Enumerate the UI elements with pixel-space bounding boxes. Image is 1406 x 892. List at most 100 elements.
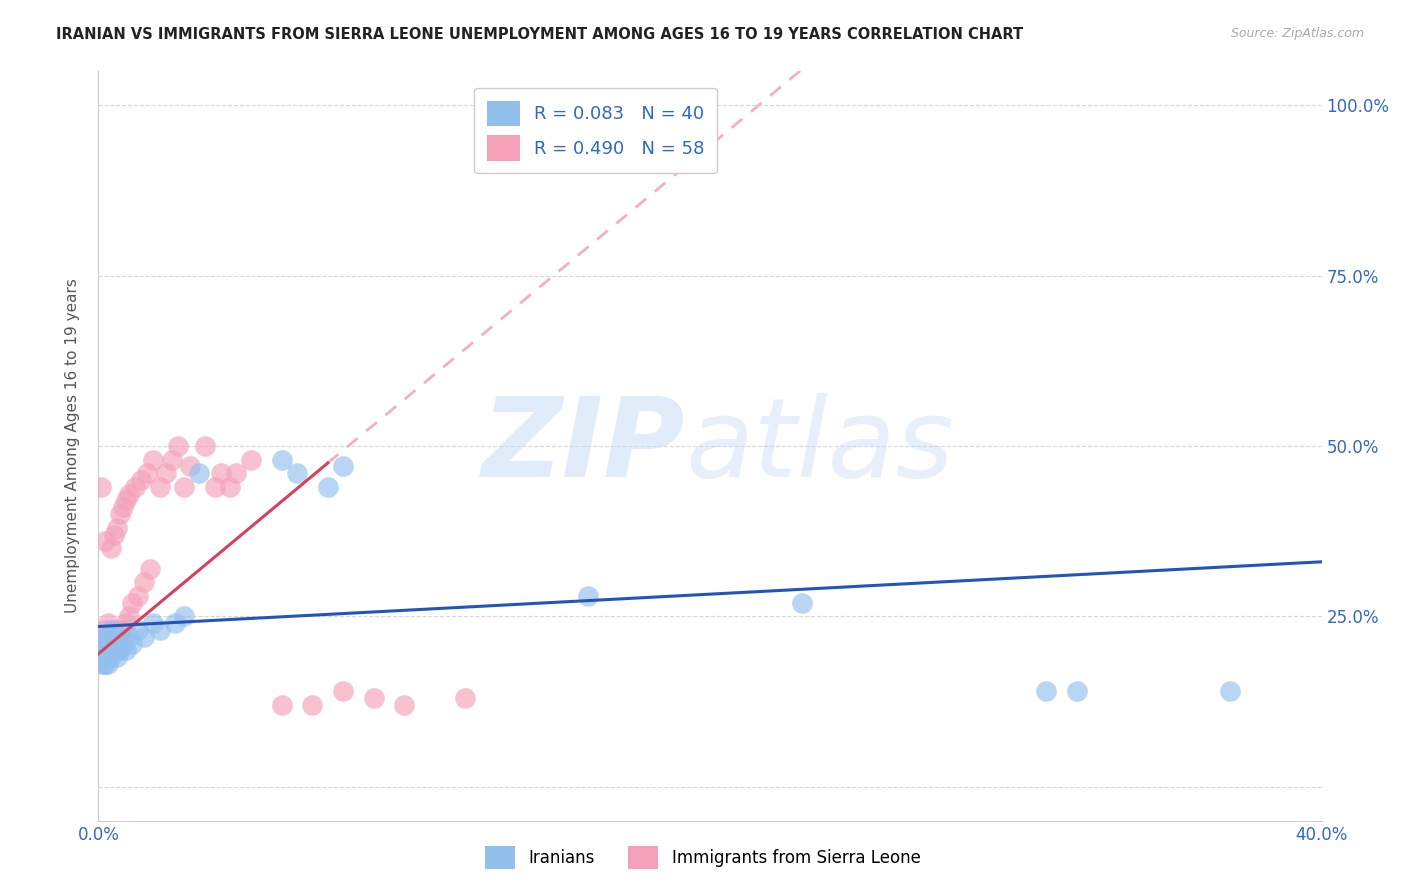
- Point: [363, 691, 385, 706]
- Point: [576, 589, 599, 603]
- Point: [103, 643, 125, 657]
- Point: [316, 480, 339, 494]
- Point: [240, 452, 263, 467]
- Point: [118, 609, 141, 624]
- Point: [270, 452, 292, 467]
- Point: [97, 636, 120, 650]
- Point: [127, 589, 149, 603]
- Point: [179, 459, 201, 474]
- Point: [105, 643, 128, 657]
- Point: [93, 657, 115, 671]
- Point: [93, 657, 115, 671]
- Point: [97, 630, 120, 644]
- Point: [90, 650, 112, 665]
- Point: [139, 561, 162, 575]
- Point: [97, 650, 120, 665]
- Point: [93, 630, 115, 644]
- Point: [173, 480, 195, 494]
- Point: [285, 467, 308, 481]
- Point: [149, 623, 172, 637]
- Legend: R = 0.083   N = 40, R = 0.490   N = 58: R = 0.083 N = 40, R = 0.490 N = 58: [474, 88, 717, 173]
- Point: [136, 467, 159, 481]
- Point: [149, 480, 172, 494]
- Point: [392, 698, 416, 712]
- Legend: Iranians, Immigrants from Sierra Leone: Iranians, Immigrants from Sierra Leone: [475, 836, 931, 880]
- Point: [103, 527, 125, 541]
- Point: [194, 439, 217, 453]
- Point: [105, 630, 128, 644]
- Point: [90, 630, 112, 644]
- Point: [93, 643, 115, 657]
- Text: Source: ZipAtlas.com: Source: ZipAtlas.com: [1230, 27, 1364, 40]
- Point: [155, 467, 177, 481]
- Point: [93, 630, 115, 644]
- Point: [115, 643, 138, 657]
- Point: [219, 480, 242, 494]
- Point: [134, 575, 156, 590]
- Point: [93, 534, 115, 549]
- Point: [93, 650, 115, 665]
- Point: [111, 500, 134, 515]
- Point: [163, 616, 186, 631]
- Text: IRANIAN VS IMMIGRANTS FROM SIERRA LEONE UNEMPLOYMENT AMONG AGES 16 TO 19 YEARS C: IRANIAN VS IMMIGRANTS FROM SIERRA LEONE …: [56, 27, 1024, 42]
- Y-axis label: Unemployment Among Ages 16 to 19 years: Unemployment Among Ages 16 to 19 years: [65, 278, 80, 614]
- Point: [167, 439, 190, 453]
- Point: [105, 650, 128, 665]
- Point: [121, 596, 143, 610]
- Point: [97, 657, 120, 671]
- Point: [103, 623, 125, 637]
- Point: [790, 596, 813, 610]
- Point: [93, 623, 115, 637]
- Point: [90, 650, 112, 665]
- Point: [90, 657, 112, 671]
- Point: [225, 467, 247, 481]
- Point: [142, 616, 165, 631]
- Point: [1066, 684, 1088, 698]
- Point: [97, 636, 120, 650]
- Point: [111, 623, 134, 637]
- Point: [108, 507, 131, 521]
- Point: [188, 467, 211, 481]
- Point: [105, 521, 128, 535]
- Point: [103, 630, 125, 644]
- Point: [160, 452, 183, 467]
- Point: [115, 493, 138, 508]
- Point: [1035, 684, 1057, 698]
- Point: [97, 650, 120, 665]
- Point: [118, 486, 141, 500]
- Point: [90, 636, 112, 650]
- Point: [108, 630, 131, 644]
- Point: [1219, 684, 1241, 698]
- Point: [97, 630, 120, 644]
- Point: [142, 452, 165, 467]
- Point: [100, 636, 122, 650]
- Point: [204, 480, 226, 494]
- Point: [90, 643, 112, 657]
- Point: [97, 616, 120, 631]
- Point: [209, 467, 232, 481]
- Point: [301, 698, 323, 712]
- Point: [454, 691, 477, 706]
- Point: [100, 643, 122, 657]
- Text: atlas: atlas: [686, 392, 955, 500]
- Point: [90, 643, 112, 657]
- Point: [127, 623, 149, 637]
- Point: [100, 630, 122, 644]
- Point: [124, 480, 146, 494]
- Point: [270, 698, 292, 712]
- Point: [108, 630, 131, 644]
- Point: [108, 643, 131, 657]
- Point: [100, 650, 122, 665]
- Text: ZIP: ZIP: [482, 392, 686, 500]
- Point: [332, 684, 354, 698]
- Point: [111, 636, 134, 650]
- Point: [105, 636, 128, 650]
- Point: [134, 630, 156, 644]
- Point: [332, 459, 354, 474]
- Point: [103, 636, 125, 650]
- Point: [118, 630, 141, 644]
- Point: [121, 636, 143, 650]
- Point: [100, 623, 122, 637]
- Point: [100, 541, 122, 556]
- Point: [93, 643, 115, 657]
